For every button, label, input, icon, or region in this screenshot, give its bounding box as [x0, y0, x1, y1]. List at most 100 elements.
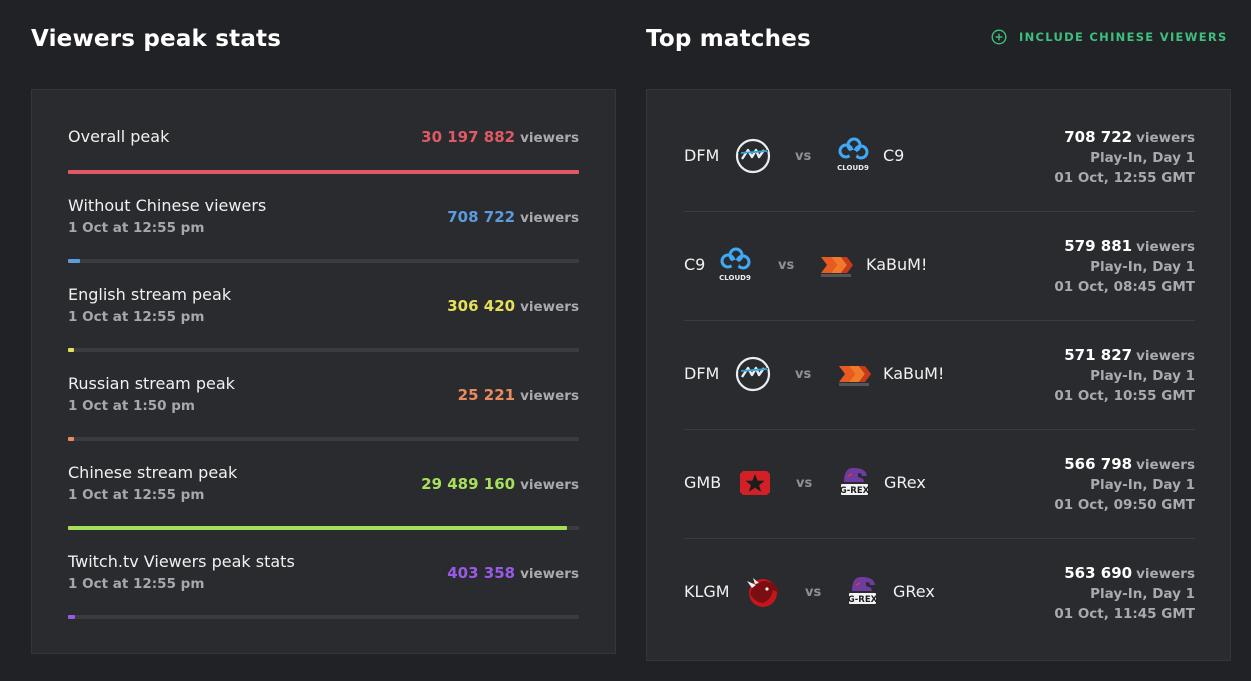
grex-wordmark: G-REX: [848, 595, 878, 605]
top-matches-title: Top matches: [646, 26, 811, 52]
bar-fill: [68, 437, 75, 441]
match-row[interactable]: DFM vs CLOUD9 C9 708 722 viewers Play-In,…: [684, 103, 1195, 212]
stat-value: 708 722 viewers: [447, 208, 579, 226]
top-matches-panel: DFM vs CLOUD9 C9 708 722 viewers Play-In,…: [646, 89, 1231, 661]
english-stream-bar: [68, 348, 579, 352]
team2-name: GRex: [893, 582, 935, 601]
team1-name: DFM: [684, 364, 720, 383]
viewers-unit: viewers: [1136, 239, 1195, 255]
stat-label: Overall peak: [68, 127, 170, 146]
twitch-bar: [68, 615, 579, 619]
match-row[interactable]: C9 CLOUD9 vs KaBuM! 579 881 viewers Play-…: [684, 212, 1195, 321]
stat-date: 1 Oct at 12:55 pm: [68, 576, 205, 592]
team2-name: KaBuM!: [883, 364, 945, 383]
stat-date: 1 Oct at 12:55 pm: [68, 220, 205, 236]
stat-chinese-stream: Chinese stream peak 1 Oct at 12:55 pm 29…: [68, 463, 579, 533]
stat-twitch: Twitch.tv Viewers peak stats 1 Oct at 12…: [68, 552, 579, 622]
match-stage: Play-In, Day 1: [1090, 368, 1195, 384]
match-time: 01 Oct, 08:45 GMT: [1054, 279, 1195, 295]
match-stage: Play-In, Day 1: [1090, 586, 1195, 602]
stat-label: Twitch.tv Viewers peak stats: [68, 552, 295, 571]
stat-date: 1 Oct at 12:55 pm: [68, 487, 205, 503]
team2-name: GRex: [884, 473, 926, 492]
match-row[interactable]: DFM vs KaBuM! 571 827 viewers Play-In, Da…: [684, 321, 1195, 430]
viewers-unit: viewers: [1136, 348, 1195, 364]
cloud9-wordmark: CLOUD9: [837, 164, 869, 172]
russian-stream-bar: [68, 437, 579, 441]
stat-russian-stream: Russian stream peak 1 Oct at 1:50 pm 25 …: [68, 374, 579, 444]
without-chinese-bar: [68, 259, 579, 263]
cloud9-logo-icon: CLOUD9: [837, 137, 869, 172]
overall-peak-bar: [68, 170, 579, 174]
match-viewers: 708 722: [1064, 128, 1133, 146]
stat-label: Without Chinese viewers: [68, 196, 267, 215]
vs-label: vs: [778, 258, 795, 273]
match-info: 563 690 viewers Play-In, Day 1 01 Oct, 11…: [1054, 564, 1195, 622]
stat-date: 1 Oct at 12:55 pm: [68, 309, 205, 325]
grex-wordmark: G-REX: [840, 486, 870, 496]
viewers-unit: viewers: [1136, 566, 1195, 582]
viewers-peak-stats-title: Viewers peak stats: [31, 26, 282, 52]
viewers-unit: viewers: [1136, 130, 1195, 146]
stat-value: 29 489 160 viewers: [421, 475, 579, 493]
stat-english-stream: English stream peak 1 Oct at 12:55 pm 30…: [68, 285, 579, 355]
dfm-logo-icon: [735, 138, 771, 174]
stat-label: English stream peak: [68, 285, 232, 304]
match-info: 571 827 viewers Play-In, Day 1 01 Oct, 10…: [1054, 346, 1195, 404]
stat-date: 1 Oct at 1:50 pm: [68, 398, 195, 414]
match-info: 579 881 viewers Play-In, Day 1 01 Oct, 08…: [1054, 237, 1195, 295]
bar-fill: [68, 170, 579, 174]
vs-label: vs: [805, 585, 822, 600]
match-time: 01 Oct, 12:55 GMT: [1054, 170, 1195, 186]
bar-fill: [68, 615, 75, 619]
match-time: 01 Oct, 11:45 GMT: [1054, 606, 1195, 622]
kabum-logo-icon: [821, 257, 853, 277]
match-row[interactable]: GMB vs G-REX GRex 566 798 viewers Play-In…: [684, 430, 1195, 539]
include-chinese-viewers-toggle[interactable]: INCLUDE CHINESE VIEWERS: [991, 29, 1228, 45]
stat-value: 30 197 882 viewers: [421, 128, 579, 146]
stat-value: 306 420 viewers: [447, 297, 579, 315]
vs-label: vs: [795, 367, 812, 382]
viewers-unit: viewers: [1136, 457, 1195, 473]
cloud9-wordmark: CLOUD9: [719, 274, 751, 282]
cloud9-logo-icon: CLOUD9: [719, 247, 751, 282]
stat-label: Russian stream peak: [68, 374, 235, 393]
bar-fill: [68, 259, 80, 263]
grex-logo-icon: G-REX: [840, 467, 870, 496]
match-stage: Play-In, Day 1: [1090, 259, 1195, 275]
match-stage: Play-In, Day 1: [1090, 150, 1195, 166]
gambit-logo-icon: [740, 471, 770, 495]
kabum-logo-icon: [839, 366, 871, 386]
team1-name: DFM: [684, 146, 720, 165]
team1-name: GMB: [684, 473, 722, 492]
kaliningrad-logo-icon: [747, 578, 778, 607]
stat-without-chinese: Without Chinese viewers 1 Oct at 12:55 p…: [68, 196, 579, 266]
team1-name: KLGM: [684, 582, 730, 601]
grex-logo-icon: G-REX: [848, 576, 878, 605]
stat-label: Chinese stream peak: [68, 463, 238, 482]
match-row[interactable]: KLGM vs G-REX GRex 563 690 viewers Play-I…: [684, 539, 1195, 648]
team1-name: C9: [684, 255, 706, 274]
include-chinese-viewers-label: INCLUDE CHINESE VIEWERS: [1019, 30, 1228, 44]
match-viewers: 571 827: [1064, 346, 1133, 364]
match-viewers: 566 798: [1064, 455, 1133, 473]
match-time: 01 Oct, 09:50 GMT: [1054, 497, 1195, 513]
match-time: 01 Oct, 10:55 GMT: [1054, 388, 1195, 404]
vs-label: vs: [796, 476, 813, 491]
team2-name: KaBuM!: [866, 255, 928, 274]
match-info: 566 798 viewers Play-In, Day 1 01 Oct, 09…: [1054, 455, 1195, 513]
team2-name: C9: [883, 146, 905, 165]
stat-value: 403 358 viewers: [447, 564, 579, 582]
match-viewers: 563 690: [1064, 564, 1133, 582]
bar-fill: [68, 526, 567, 530]
match-viewers: 579 881: [1064, 237, 1133, 255]
bar-fill: [68, 348, 75, 352]
vs-label: vs: [795, 149, 812, 164]
plus-circle-icon: [991, 29, 1007, 45]
viewers-peak-stats-panel: Overall peak 30 197 882 viewers Without C…: [31, 89, 616, 654]
chinese-stream-bar: [68, 526, 579, 530]
stat-value: 25 221 viewers: [457, 386, 579, 404]
stat-overall-peak: Overall peak 30 197 882 viewers: [68, 127, 579, 177]
match-info: 708 722 viewers Play-In, Day 1 01 Oct, 12…: [1054, 128, 1195, 186]
dfm-logo-icon: [735, 356, 771, 392]
